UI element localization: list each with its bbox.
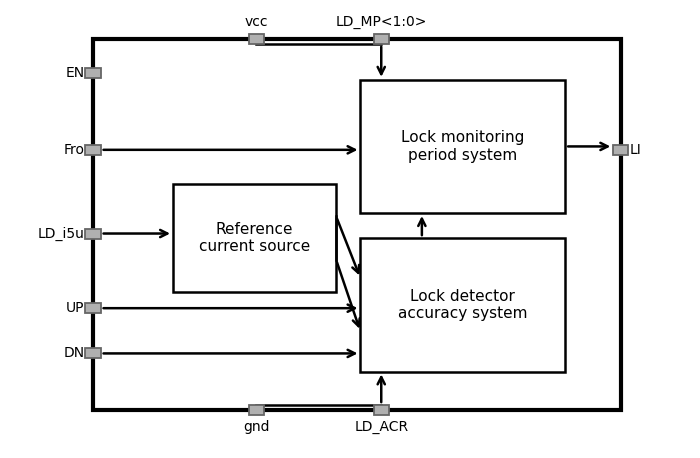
Text: Fro: Fro: [64, 143, 85, 157]
Bar: [85, 68, 101, 78]
Text: LD_ACR: LD_ACR: [354, 420, 408, 434]
Text: vcc: vcc: [244, 15, 268, 29]
Text: UP: UP: [66, 301, 85, 315]
Bar: [360, 238, 566, 371]
Bar: [374, 34, 389, 44]
Bar: [248, 34, 264, 44]
Text: LD_MP<1:0>: LD_MP<1:0>: [335, 15, 427, 29]
Bar: [85, 145, 101, 155]
Bar: [85, 229, 101, 239]
Bar: [374, 405, 389, 415]
Bar: [85, 303, 101, 313]
Text: Lock detector
accuracy system: Lock detector accuracy system: [398, 289, 528, 321]
Text: LI: LI: [629, 143, 641, 157]
Bar: [85, 349, 101, 359]
Bar: [613, 145, 629, 155]
Bar: [248, 405, 264, 415]
Bar: [173, 184, 336, 292]
Text: gnd: gnd: [243, 420, 270, 434]
Text: EN: EN: [66, 66, 85, 80]
Bar: [93, 39, 621, 410]
Text: Lock monitoring
period system: Lock monitoring period system: [401, 130, 524, 163]
Text: LD_i5u: LD_i5u: [38, 226, 85, 240]
Bar: [360, 80, 566, 213]
Text: Reference
current source: Reference current source: [199, 222, 310, 254]
Text: DN: DN: [64, 346, 85, 360]
